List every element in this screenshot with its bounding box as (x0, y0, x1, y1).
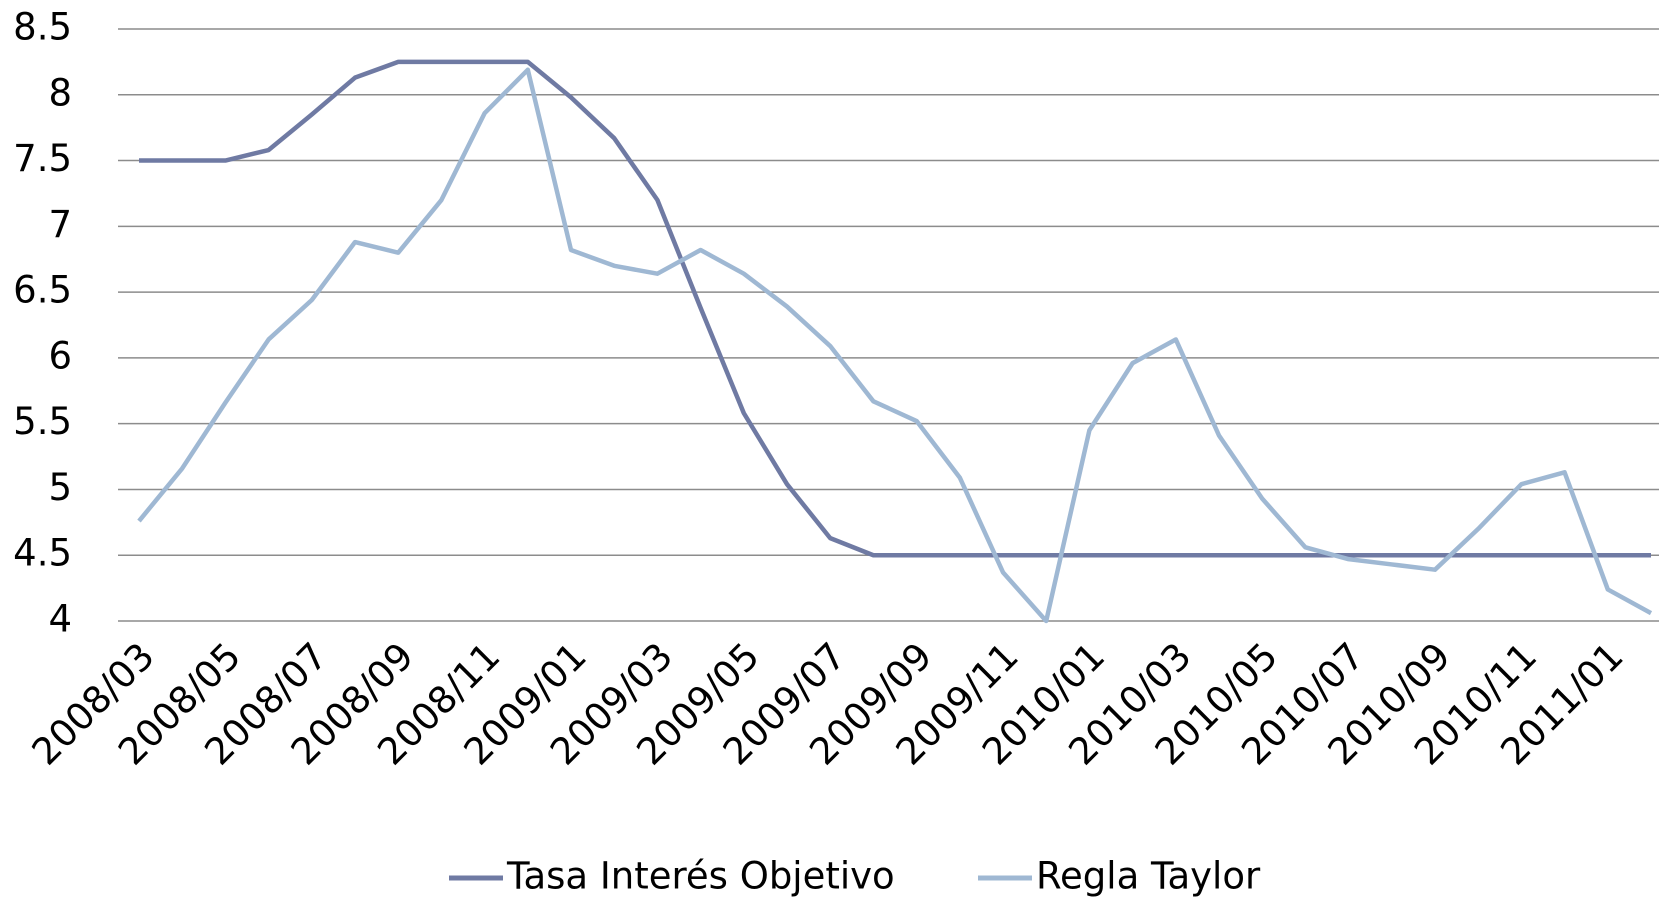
y-tick-label: 7 (48, 203, 72, 246)
series-line (139, 59, 1651, 558)
y-tick-label: 7.5 (13, 137, 72, 180)
y-tick-label: 8.5 (13, 6, 72, 49)
legend-label: Regla Taylor (1036, 855, 1261, 898)
y-tick-label: 4.5 (13, 532, 72, 575)
y-tick-label: 5 (48, 466, 72, 509)
y-tick-label: 8 (48, 71, 72, 114)
y-tick-label: 5.5 (13, 400, 72, 443)
y-tick-label: 6.5 (13, 269, 72, 312)
legend-label: Tasa Interés Objetivo (506, 855, 895, 898)
y-tick-label: 6 (48, 334, 72, 377)
y-tick-label: 4 (48, 598, 72, 641)
series-line (137, 67, 1653, 624)
